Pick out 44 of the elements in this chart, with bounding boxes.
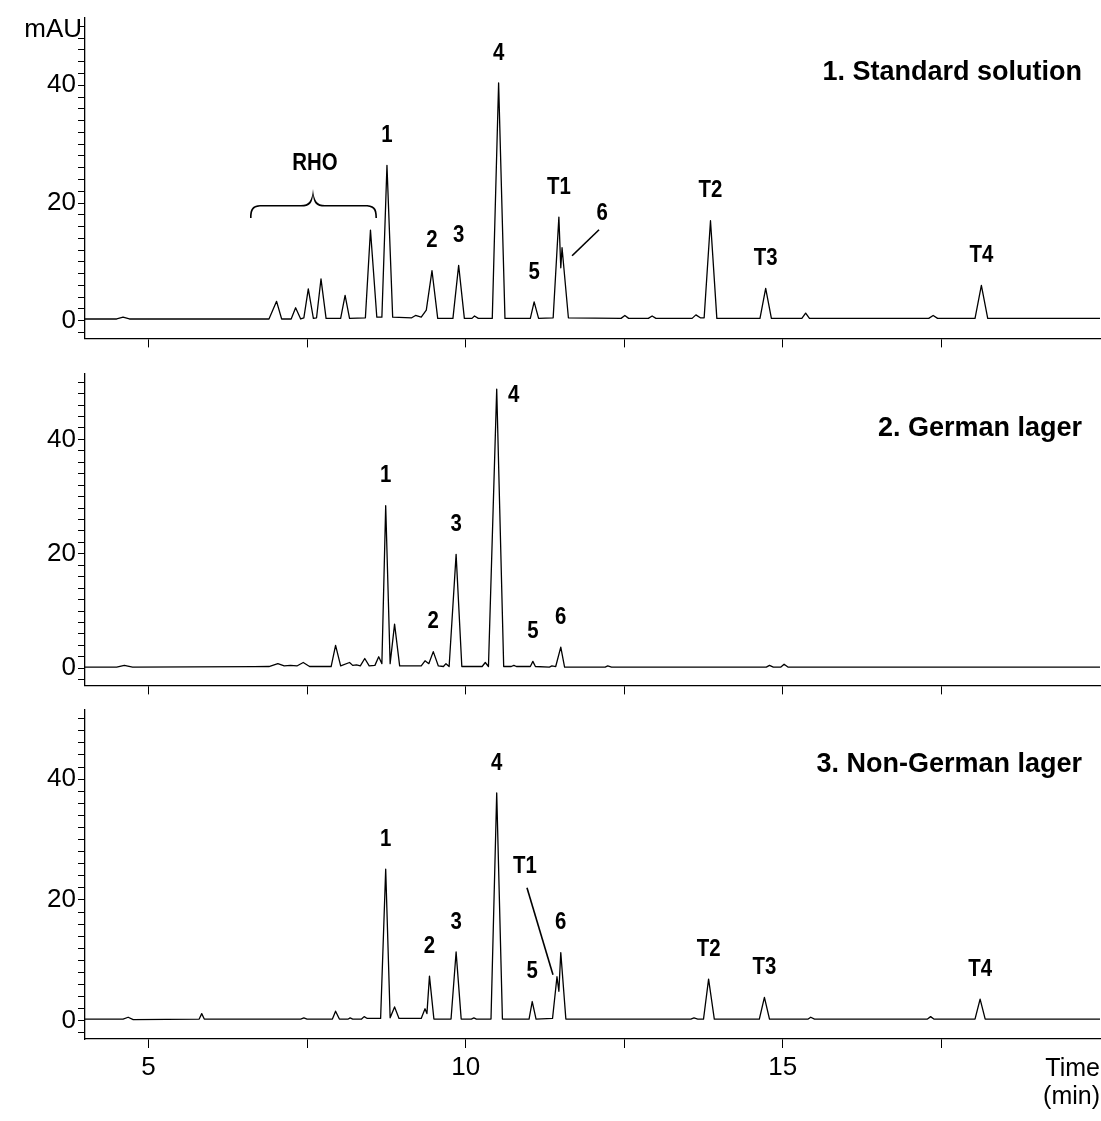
annotation: 2 bbox=[426, 225, 438, 253]
annotation: T2 bbox=[696, 934, 721, 962]
annotation: 2 bbox=[423, 931, 436, 959]
annotation: 6 bbox=[555, 602, 567, 630]
y-tick-label: 0 bbox=[61, 651, 76, 682]
x-tick-label: 10 bbox=[451, 1050, 481, 1081]
annotation: 4 bbox=[491, 748, 503, 776]
annotation: 4 bbox=[508, 380, 520, 408]
y-tick-label: 20 bbox=[47, 536, 76, 567]
annotation: T1 bbox=[513, 851, 537, 879]
annotation: 1 bbox=[380, 824, 392, 852]
x-tick-label: 15 bbox=[768, 1050, 798, 1081]
text: 3. Non-German lager bbox=[816, 748, 1083, 779]
y-tick-label: 40 bbox=[47, 762, 76, 793]
annotation: 5 bbox=[527, 616, 539, 644]
annotation: 2 bbox=[427, 606, 439, 634]
annotation: 4 bbox=[492, 38, 505, 65]
annotation: 1 bbox=[380, 460, 392, 488]
annotation: T3 bbox=[753, 243, 778, 271]
annotation: 3 bbox=[450, 907, 462, 934]
annotation: 3 bbox=[452, 220, 465, 248]
y-tick-label: 0 bbox=[61, 1004, 76, 1035]
annotation: 1 bbox=[381, 120, 393, 148]
annotation: 5 bbox=[528, 256, 540, 284]
annotation: T3 bbox=[752, 952, 777, 980]
annotation: T4 bbox=[968, 954, 993, 982]
y-tick-label: 20 bbox=[47, 186, 76, 217]
annotation: RHO bbox=[292, 148, 338, 176]
annotation: 6 bbox=[596, 198, 608, 226]
y-tick-label: 20 bbox=[47, 883, 76, 914]
annotation: T2 bbox=[698, 175, 723, 203]
text: 1. Standard solution bbox=[822, 56, 1082, 87]
text: 2. German lager bbox=[877, 412, 1083, 443]
y-tick-label: 40 bbox=[47, 68, 76, 99]
y-tick-label: 0 bbox=[61, 303, 76, 334]
annotation: 3 bbox=[450, 509, 462, 537]
y-tick-label: 40 bbox=[47, 422, 76, 453]
y-axis-title: mAU bbox=[24, 12, 82, 43]
x-axis-title: Time (min) bbox=[1043, 1052, 1100, 1109]
x-tick-label: 5 bbox=[141, 1050, 156, 1081]
annotation: T1 bbox=[546, 172, 571, 200]
annotation: T4 bbox=[969, 240, 994, 268]
annotation: 6 bbox=[555, 907, 567, 935]
annotation: 5 bbox=[526, 956, 538, 984]
